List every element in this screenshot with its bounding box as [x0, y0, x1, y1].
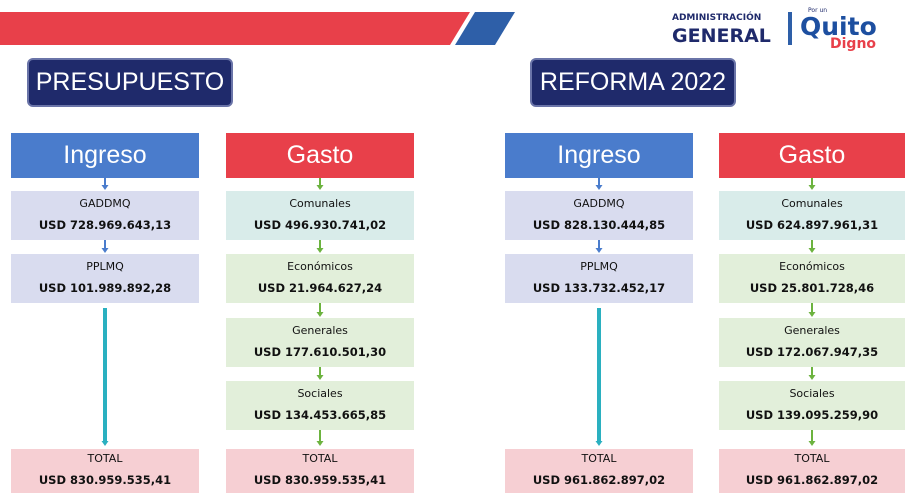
item-label: Económicos: [287, 260, 353, 273]
item-label: Comunales: [781, 197, 843, 210]
arrow-head: [595, 441, 603, 446]
total-label: TOTAL: [794, 452, 830, 465]
total-amount: USD 830.959.535,41: [38, 473, 172, 487]
item-amount: USD 828.130.444,85: [532, 218, 666, 232]
item-label: Comunales: [289, 197, 351, 210]
arrow-head: [808, 375, 816, 380]
logo-line2: GENERAL: [672, 25, 771, 47]
total-amount: USD 961.862.897,02: [745, 473, 879, 487]
item-label: PPLMQ: [86, 260, 124, 273]
arrow-head: [101, 248, 109, 253]
header-stripe: [455, 12, 515, 45]
arrow-head: [316, 185, 324, 190]
expense-item: Comunales USD 496.930.741,02: [226, 191, 414, 240]
item-label: PPLMQ: [580, 260, 618, 273]
arrow-head: [101, 441, 109, 446]
expense-item: Generales USD 172.067.947,35: [719, 318, 905, 367]
total-amount: USD 830.959.535,41: [253, 473, 387, 487]
logo-name2: Digno: [830, 36, 876, 52]
arrow-head: [808, 312, 816, 317]
expense-total: TOTAL USD 830.959.535,41: [226, 449, 414, 493]
arrow-head: [595, 248, 603, 253]
income-item: PPLMQ USD 101.989.892,28: [11, 254, 199, 303]
total-label: TOTAL: [302, 452, 338, 465]
logo-divider: [788, 12, 792, 45]
arrow-head: [316, 248, 324, 253]
item-amount: USD 134.453.665,85: [253, 408, 387, 422]
item-amount: USD 21.964.627,24: [257, 281, 383, 295]
income-heading: Ingreso: [505, 133, 693, 178]
item-label: GADDMQ: [79, 197, 131, 210]
income-item: GADDMQ USD 828.130.444,85: [505, 191, 693, 240]
item-label: Económicos: [779, 260, 845, 273]
income-total: TOTAL USD 961.862.897,02: [505, 449, 693, 493]
total-amount: USD 961.862.897,02: [532, 473, 666, 487]
panel-title: REFORMA 2022: [530, 58, 736, 107]
item-amount: USD 172.067.947,35: [745, 345, 879, 359]
arrow-head: [316, 375, 324, 380]
expense-item: Económicos USD 25.801.728,46: [719, 254, 905, 303]
expense-total: TOTAL USD 961.862.897,02: [719, 449, 905, 493]
item-amount: USD 139.095.259,90: [745, 408, 879, 422]
arrow-head: [808, 185, 816, 190]
logo-line1: ADMINISTRACIÓN: [672, 11, 761, 23]
expense-item: Generales USD 177.610.501,30: [226, 318, 414, 367]
header-bar: [0, 12, 470, 45]
arrow-head: [316, 441, 324, 446]
item-amount: USD 25.801.728,46: [749, 281, 875, 295]
item-amount: USD 133.732.452,17: [532, 281, 666, 295]
item-label: Generales: [292, 324, 348, 337]
item-amount: USD 728.969.643,13: [38, 218, 172, 232]
expense-item: Sociales USD 134.453.665,85: [226, 381, 414, 430]
expense-heading: Gasto: [226, 133, 414, 178]
logo-name1: Quito: [800, 12, 877, 41]
item-label: Generales: [784, 324, 840, 337]
item-label: Sociales: [297, 387, 343, 400]
arrow-head: [316, 312, 324, 317]
arrow-head: [101, 185, 109, 190]
expense-heading: Gasto: [719, 133, 905, 178]
item-amount: USD 177.610.501,30: [253, 345, 387, 359]
item-label: Sociales: [789, 387, 835, 400]
panel-title: PRESUPUESTO 2022: [27, 58, 233, 141]
total-label: TOTAL: [87, 452, 123, 465]
item-label: GADDMQ: [573, 197, 625, 210]
expense-item: Comunales USD 624.897.961,31: [719, 191, 905, 240]
arrow-head: [808, 441, 816, 446]
income-item: GADDMQ USD 728.969.643,13: [11, 191, 199, 240]
income-item: PPLMQ USD 133.732.452,17: [505, 254, 693, 303]
logo-tagline: Por un: [808, 7, 827, 14]
arrow-head: [808, 248, 816, 253]
expense-item: Sociales USD 139.095.259,90: [719, 381, 905, 430]
item-amount: USD 496.930.741,02: [253, 218, 387, 232]
income-heading: Ingreso: [11, 133, 199, 178]
income-total: TOTAL USD 830.959.535,41: [11, 449, 199, 493]
total-label: TOTAL: [581, 452, 617, 465]
item-amount: USD 101.989.892,28: [38, 281, 172, 295]
expense-item: Económicos USD 21.964.627,24: [226, 254, 414, 303]
item-amount: USD 624.897.961,31: [745, 218, 879, 232]
arrow-head: [595, 185, 603, 190]
